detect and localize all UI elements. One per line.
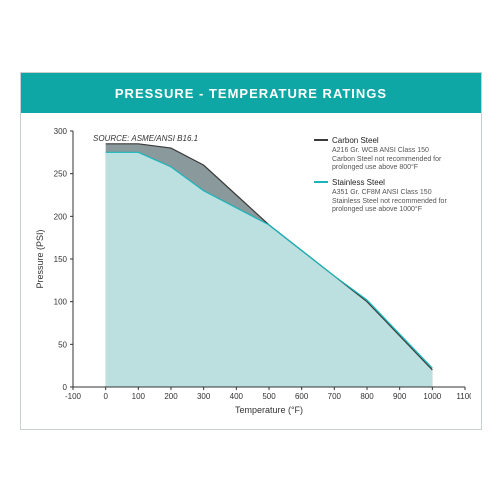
y-tick: 0 <box>63 383 68 392</box>
x-tick: 400 <box>230 392 244 401</box>
legend-note: prolonged use above 800°F <box>332 163 418 171</box>
x-tick: 200 <box>164 392 178 401</box>
legend-name: Carbon Steel <box>332 136 379 145</box>
legend-note: Carbon Steel not recommended for <box>332 156 442 163</box>
chart-title: PRESSURE - TEMPERATURE RATINGS <box>115 86 387 101</box>
title-bar: PRESSURE - TEMPERATURE RATINGS <box>21 73 481 113</box>
x-tick: 0 <box>103 392 108 401</box>
x-tick: 300 <box>197 392 211 401</box>
y-tick: 150 <box>54 255 68 264</box>
y-axis-label: Pressure (PSI) <box>35 229 45 288</box>
x-tick: 1100 <box>456 392 471 401</box>
x-tick: 900 <box>393 392 407 401</box>
x-tick: -100 <box>65 392 82 401</box>
x-tick: 500 <box>262 392 276 401</box>
x-tick: 700 <box>328 392 342 401</box>
chart-card: PRESSURE - TEMPERATURE RATINGS -10001002… <box>20 72 482 430</box>
x-tick: 600 <box>295 392 309 401</box>
x-axis-label: Temperature (°F) <box>235 405 303 415</box>
y-tick: 50 <box>58 340 67 349</box>
chart-svg: -100010020030040050060070080090010001100… <box>31 123 471 419</box>
x-tick: 100 <box>132 392 146 401</box>
legend-name: Stainless Steel <box>332 178 385 187</box>
legend-spec: A216 Gr. WCB ANSI Class 150 <box>332 147 429 154</box>
legend-spec: A351 Gr. CF8M ANSI Class 150 <box>332 189 432 196</box>
x-tick: 800 <box>360 392 374 401</box>
plot-area: -100010020030040050060070080090010001100… <box>31 123 471 419</box>
source-text: SOURCE: ASME/ANSI B16.1 <box>93 134 198 143</box>
legend-note: prolonged use above 1000°F <box>332 205 422 213</box>
y-tick: 300 <box>54 127 68 136</box>
legend-note: Stainless Steel not recommended for <box>332 198 447 205</box>
y-tick: 250 <box>54 170 68 179</box>
y-tick: 200 <box>54 212 68 221</box>
x-tick: 1000 <box>423 392 441 401</box>
y-tick: 100 <box>54 298 68 307</box>
